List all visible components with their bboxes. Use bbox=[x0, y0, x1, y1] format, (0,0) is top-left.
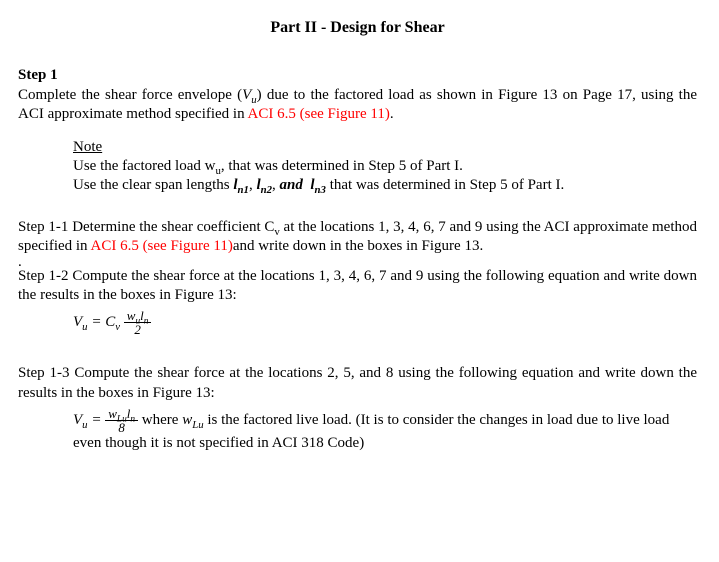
s11-c: and write down in the boxes in Figure 13… bbox=[233, 238, 483, 254]
and-word: and bbox=[280, 177, 303, 193]
step1-1-paragraph: Step 1-1 Determine the shear coefficient… bbox=[18, 218, 697, 256]
step1-2-paragraph: Step 1-2 Compute the shear force at the … bbox=[18, 267, 697, 305]
stray-dot: . bbox=[18, 258, 697, 267]
step1-block: Step 1 Complete the shear force envelope… bbox=[18, 66, 697, 124]
eq12-eq: = bbox=[88, 314, 106, 330]
step1-paragraph: Complete the shear force envelope (Vu) d… bbox=[18, 86, 697, 124]
part-title: Part II - Design for Shear bbox=[18, 18, 697, 38]
note1-a: Use the factored load w bbox=[73, 158, 215, 174]
s11-a: Step 1-1 Determine the shear coefficient… bbox=[18, 219, 274, 235]
eq13-V: V bbox=[73, 412, 82, 428]
note1-b: , that was determined in Step 5 of Part … bbox=[221, 158, 463, 174]
ln2-sub: n2 bbox=[261, 184, 272, 196]
step1-text-c: . bbox=[390, 106, 394, 122]
note-title: Note bbox=[73, 138, 697, 157]
eq12-num-lsub: n bbox=[144, 317, 149, 327]
document-page: Part II - Design for Shear Step 1 Comple… bbox=[0, 0, 719, 453]
eq13-eq: = bbox=[88, 412, 106, 428]
s11-red: ACI 6.5 (see Figure 11) bbox=[90, 238, 232, 254]
step1-text-a: Complete the shear force envelope ( bbox=[18, 87, 242, 103]
note-line-2: Use the clear span lengths ln1, ln2, and… bbox=[73, 176, 697, 195]
step1-heading: Step 1 bbox=[18, 66, 697, 85]
comma2: , bbox=[272, 177, 280, 193]
eq12-C: C bbox=[105, 314, 115, 330]
ln1-sub: n1 bbox=[238, 184, 249, 196]
eq12-frac: wuln 2 bbox=[124, 309, 152, 336]
step1-3-paragraph: Step 1-3 Compute the shear force at the … bbox=[18, 364, 697, 402]
eq13-num-lsub: n bbox=[130, 414, 135, 424]
vu-symbol-v: V bbox=[242, 87, 251, 103]
eq13-frac: wLuln 8 bbox=[105, 407, 138, 434]
equation-1-2: Vu = Cv wuln 2 bbox=[73, 309, 697, 336]
eq13-num-w: w bbox=[108, 406, 117, 421]
eq12-Csub: v bbox=[115, 321, 120, 333]
ln3-sub: n3 bbox=[315, 184, 326, 196]
note2-a: Use the clear span lengths bbox=[73, 177, 233, 193]
eq13-tail-a: where bbox=[142, 412, 182, 428]
step1-red-ref: ACI 6.5 (see Figure 11) bbox=[248, 106, 390, 122]
note-line-1: Use the factored load wu, that was deter… bbox=[73, 157, 697, 176]
note-block: Note Use the factored load wu, that was … bbox=[73, 138, 697, 196]
note2-b: that was determined in Step 5 of Part I. bbox=[326, 177, 564, 193]
eq13-tail-wsub: Lu bbox=[192, 419, 203, 431]
equation-1-3: Vu = wLuln 8 where wLu is the factored l… bbox=[73, 407, 697, 453]
eq12-V: V bbox=[73, 314, 82, 330]
eq13-tail-w: w bbox=[182, 412, 192, 428]
